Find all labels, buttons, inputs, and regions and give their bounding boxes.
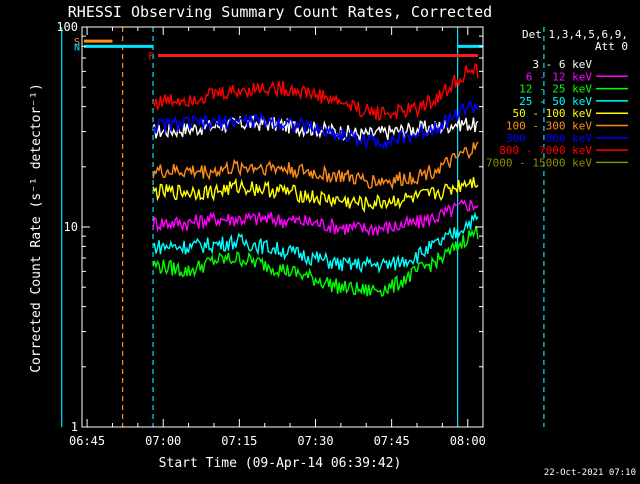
legend-header-0: Det 1,3,4,5,6,9, — [522, 28, 628, 41]
x-tick-label-0: 06:45 — [69, 434, 105, 448]
legend-label-4: 50 - 100 keV — [513, 107, 593, 120]
flag-label-2: F — [148, 52, 154, 63]
legend-label-0: 3 - 6 keV — [532, 58, 592, 71]
x-tick-label-3: 07:30 — [297, 434, 333, 448]
y-tick-label-0: 1 — [71, 420, 78, 434]
series-line-6 — [152, 100, 479, 151]
chart-title: RHESSI Observing Summary Count Rates, Co… — [68, 3, 492, 21]
series-line-3 — [152, 211, 479, 275]
axis-ticks: 1 10 100 06:45 07:00 07:15 07:30 07:45 08:00 — [56, 20, 486, 448]
legend-label-6: 300 - 800 keV — [506, 132, 592, 145]
legend-label-1: 6 - 12 keV — [526, 70, 593, 83]
flag-label-0: S — [74, 37, 80, 48]
flag-label-1: N — [74, 42, 80, 53]
legend-label-3: 25 - 50 keV — [519, 95, 592, 108]
x-axis-label: Start Time (09-Apr-14 06:39:42) — [159, 456, 402, 471]
series-line-1 — [152, 198, 479, 237]
legend-header-1: Att 0 — [595, 40, 628, 53]
y-tick-label-2: 100 — [56, 20, 78, 34]
legend-label-7: 800 - 7000 keV — [499, 144, 592, 157]
footer-date: 22-Oct-2021 07:10 — [544, 468, 636, 478]
x-tick-label-4: 07:45 — [374, 434, 410, 448]
legend-label-2: 12 - 25 keV — [519, 83, 592, 96]
series-line-5 — [152, 141, 479, 191]
y-tick-label-1: 10 — [64, 220, 78, 234]
series-line-7 — [152, 63, 479, 121]
x-tick-label-2: 07:15 — [221, 434, 257, 448]
series-line-4 — [152, 176, 479, 213]
legend-label-8: 7000 - 15000 keV — [486, 156, 592, 169]
y-axis-label: Corrected Count Rate (s⁻¹ detector⁻¹) — [29, 83, 44, 373]
x-tick-label-1: 07:00 — [145, 434, 181, 448]
legend-label-5: 100 - 300 keV — [506, 120, 592, 133]
x-tick-label-5: 08:00 — [450, 434, 486, 448]
plot-area: SN F — [61, 27, 545, 427]
series-line-2 — [152, 225, 479, 298]
